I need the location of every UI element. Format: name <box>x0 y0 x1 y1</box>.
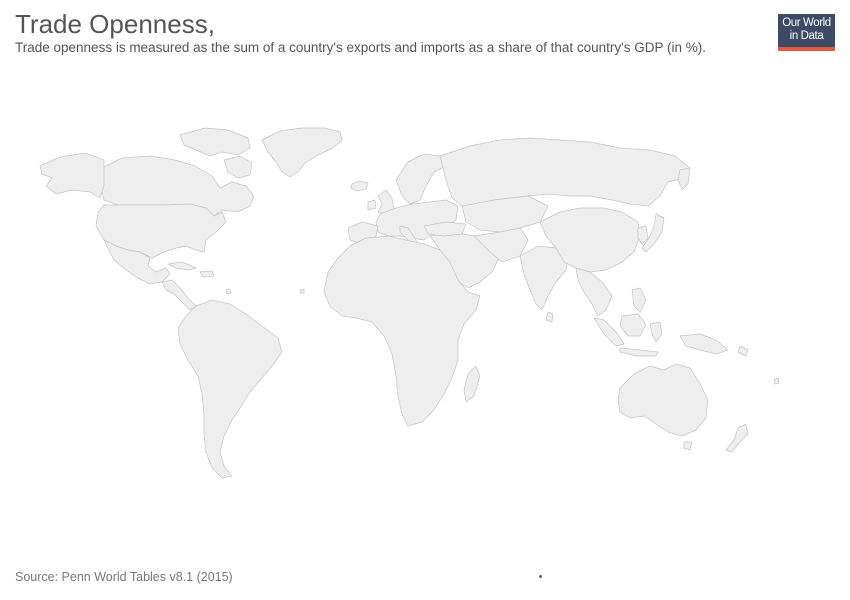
central-america[interactable] <box>161 279 197 311</box>
china[interactable] <box>539 207 641 273</box>
philippines[interactable] <box>631 287 647 313</box>
borneo[interactable] <box>619 313 647 337</box>
logo-line-1: Our World <box>782 17 831 29</box>
australia[interactable] <box>617 363 709 437</box>
japan[interactable] <box>641 213 665 253</box>
logo-line-2: in Data <box>789 30 824 42</box>
greenland[interactable] <box>261 127 343 178</box>
madagascar[interactable] <box>463 365 481 403</box>
africa[interactable] <box>323 235 481 427</box>
hawaii[interactable] <box>299 288 305 294</box>
sri-lanka[interactable] <box>545 311 554 323</box>
tasmania[interactable] <box>683 441 693 451</box>
sulawesi[interactable] <box>649 321 663 343</box>
india[interactable] <box>519 245 569 311</box>
source-note: Source: Penn World Tables v8.1 (2015) <box>15 570 233 584</box>
korea[interactable] <box>637 225 649 245</box>
iran-region[interactable] <box>473 227 529 263</box>
our-world-in-data-logo[interactable]: Our World in Data <box>778 14 835 51</box>
chart-title: Trade Openness, <box>15 9 215 39</box>
southeast-asia[interactable] <box>575 267 613 317</box>
chart-subtitle: Trade openness is measured as the sum of… <box>15 40 706 55</box>
sumatra[interactable] <box>593 317 625 347</box>
fiji[interactable] <box>773 377 780 385</box>
pacific-islands[interactable] <box>737 345 749 357</box>
cuba[interactable] <box>167 261 197 271</box>
hispaniola[interactable] <box>199 270 215 278</box>
new-zealand[interactable] <box>725 423 749 453</box>
iceland[interactable] <box>350 180 369 192</box>
logo-accent-bar <box>778 47 835 51</box>
java[interactable] <box>619 347 659 357</box>
south-america[interactable] <box>177 299 283 479</box>
timeline-marker <box>539 575 542 578</box>
scandinavia[interactable] <box>395 153 447 205</box>
caribbean-islands[interactable] <box>225 288 232 295</box>
ireland[interactable] <box>367 199 377 211</box>
alaska[interactable] <box>39 152 105 199</box>
new-guinea[interactable] <box>679 333 729 355</box>
mexico[interactable] <box>103 239 171 285</box>
canada-arctic-islands[interactable] <box>179 127 251 157</box>
kamchatka[interactable] <box>677 167 691 191</box>
turkey[interactable] <box>423 221 467 237</box>
central-asia[interactable] <box>461 195 549 233</box>
baffin-island[interactable] <box>223 155 253 179</box>
russia[interactable] <box>439 137 691 207</box>
world-map <box>39 127 780 479</box>
